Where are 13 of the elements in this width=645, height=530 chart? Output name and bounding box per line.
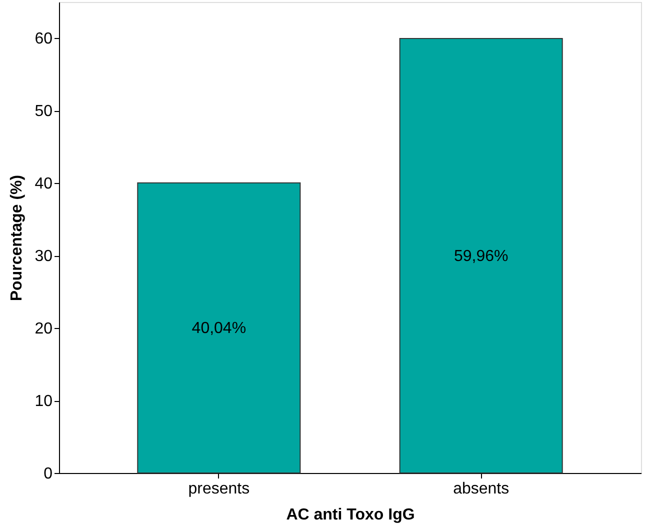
y-tick-label: 30 <box>34 248 53 266</box>
y-tick-label: 40 <box>34 176 53 193</box>
y-tick-label: 60 <box>34 30 53 48</box>
y-axis-title: Pourcentage (%) <box>8 174 26 302</box>
y-tick-label: 50 <box>34 103 53 120</box>
y-tick-label: 0 <box>44 466 53 482</box>
y-tick-label: 10 <box>34 393 53 410</box>
x-tick-label: absents <box>453 480 510 498</box>
x-tick-label: presents <box>188 480 250 498</box>
x-axis-title: AC anti Toxo IgG <box>286 506 415 524</box>
y-tick-label: 20 <box>34 320 53 338</box>
data-label: 40,04% <box>192 320 246 337</box>
data-label: 59,96% <box>454 248 508 265</box>
